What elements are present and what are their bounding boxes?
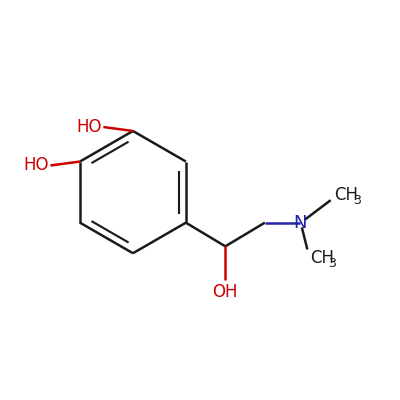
Text: HO: HO — [76, 118, 101, 136]
Text: CH: CH — [334, 186, 358, 204]
Text: 3: 3 — [353, 194, 361, 207]
Text: OH: OH — [212, 283, 238, 301]
Text: N: N — [294, 214, 307, 232]
Text: 3: 3 — [328, 257, 336, 270]
Text: HO: HO — [23, 156, 48, 174]
Text: CH: CH — [310, 249, 334, 267]
